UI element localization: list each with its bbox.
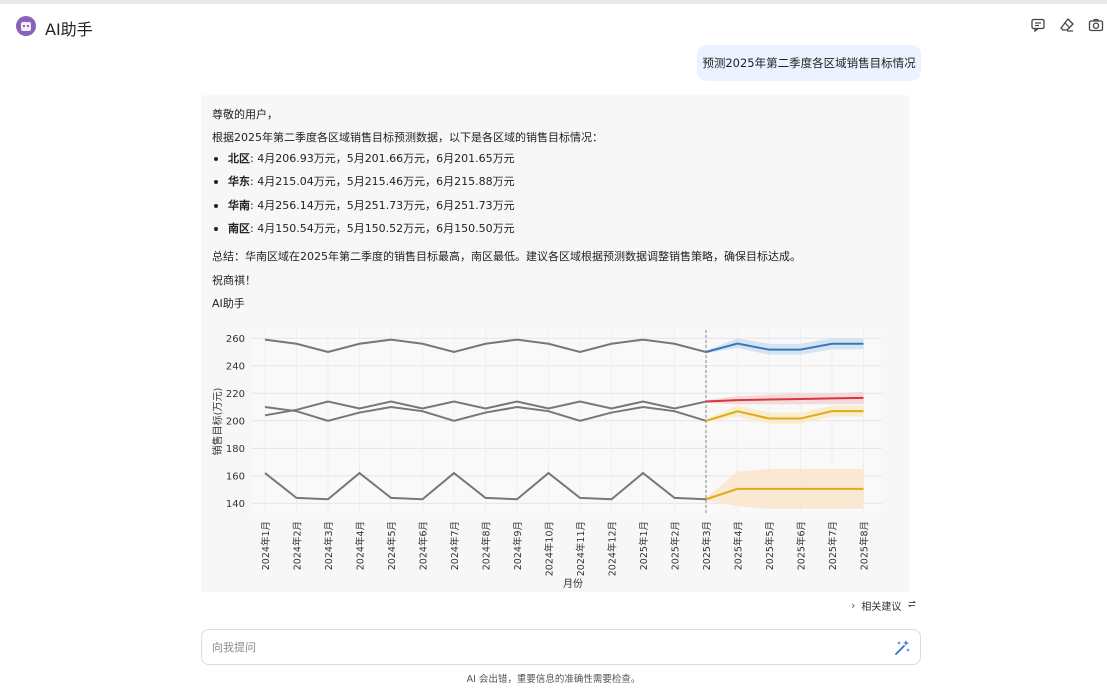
- forecast-series-line: [705, 396, 864, 403]
- chat-icon[interactable]: [1029, 16, 1047, 34]
- forecast-confidence-band: [706, 391, 864, 405]
- x-tick-label: 2024年2月: [292, 521, 304, 570]
- magic-wand-icon[interactable]: [892, 638, 912, 658]
- region-list: 北区: 4月206.93万元，5月201.66万元，6月201.65万元 华东:…: [212, 151, 515, 244]
- x-axis-label: 月份: [563, 578, 583, 590]
- y-tick-label: 160: [226, 471, 245, 482]
- answer-intro: 根据2025年第二季度各区域销售目标预测数据，以下是各区域的销售目标情况：: [212, 131, 603, 144]
- historical-series-line: [264, 471, 707, 501]
- region-detail: : 4月150.54万元，5月150.52万元，6月150.50万元: [250, 221, 515, 235]
- forecast-series-line: [705, 342, 864, 353]
- x-tick-label: 2024年3月: [323, 521, 335, 570]
- x-tick-label: 2024年6月: [418, 521, 430, 570]
- list-item: 华东: 4月215.04万元，5月215.46万元，6月215.88万元: [212, 174, 515, 197]
- historical-series-line: [264, 400, 707, 417]
- y-tick-label: 180: [226, 444, 245, 455]
- refresh-icon: [907, 599, 917, 612]
- chart-svg: 140 160 180 200 220 240 260 销售目标(万元) 2024年1月 2024…: [211, 330, 882, 590]
- chevron-right-icon: ›: [851, 599, 856, 612]
- region-detail: : 4月256.14万元，5月251.73万元，6月251.73万元: [250, 198, 515, 212]
- sales-forecast-chart: 140 160 180 200 220 240 260 销售目标(万元) 2024年1月 2024…: [201, 325, 910, 592]
- region-name: 南区: [228, 221, 250, 235]
- answer-greeting: 尊敬的用户，: [212, 108, 278, 121]
- x-tick-label: 2025年2月: [670, 521, 682, 570]
- app-title: AI助手: [45, 20, 93, 39]
- region-name: 北区: [228, 152, 250, 165]
- user-message-bubble: 预测2025年第二季度各区域销售目标情况: [697, 45, 921, 81]
- x-tick-label: 2024年11月: [575, 521, 587, 576]
- answer-closing: 祝商祺！: [212, 274, 256, 287]
- suggestions-label: 相关建议: [861, 602, 902, 613]
- question-input[interactable]: [212, 638, 872, 656]
- region-detail: : 4月215.04万元，5月215.46万元，6月215.88万元: [250, 175, 515, 189]
- assistant-answer-card: 尊敬的用户， 根据2025年第二季度各区域销售目标预测数据，以下是各区域的销售目…: [201, 95, 910, 592]
- y-tick-label: 260: [226, 334, 245, 345]
- region-name: 华东: [228, 175, 250, 189]
- forecast-confidence-band: [706, 405, 864, 424]
- historical-series-line: [264, 338, 707, 354]
- y-tick-label: 220: [226, 389, 245, 400]
- window-top-border: [0, 0, 1107, 4]
- x-tick-label: 2024年5月: [386, 521, 398, 570]
- x-tick-label: 2024年1月: [260, 521, 272, 570]
- x-tick-label: 2025年6月: [796, 521, 808, 570]
- list-item: 北区: 4月206.93万元，5月201.66万元，6月201.65万元: [212, 151, 515, 174]
- x-tick-label: 2024年4月: [355, 521, 367, 570]
- app-header: AI助手: [0, 4, 1107, 46]
- region-detail: : 4月206.93万元，5月201.66万元，6月201.65万元: [250, 152, 515, 165]
- x-tick-label: 2024年9月: [512, 521, 524, 570]
- x-tick-label: 2024年10月: [544, 521, 556, 576]
- camera-icon[interactable]: [1087, 16, 1105, 34]
- related-suggestions-button[interactable]: › 相关建议: [851, 598, 917, 613]
- historical-series-line: [264, 406, 707, 422]
- eraser-icon[interactable]: [1058, 16, 1076, 34]
- x-tick-label: 2025年3月: [701, 521, 713, 570]
- list-item: 华南: 4月256.14万元，5月251.73万元，6月251.73万元: [212, 198, 515, 221]
- x-tick-label: 2025年7月: [827, 521, 839, 570]
- footer-disclaimer: AI 会出错，重要信息的准确性需要检查。: [466, 674, 641, 685]
- y-tick-label: 140: [226, 499, 245, 510]
- chat-input-box[interactable]: [201, 629, 921, 665]
- forecast-series-line: [705, 487, 864, 501]
- forecast-series-line: [705, 410, 864, 422]
- answer-signature: AI助手: [212, 297, 245, 310]
- app-logo-icon: [16, 16, 36, 36]
- y-tick-label: 200: [226, 416, 245, 427]
- region-name: 华南: [228, 198, 250, 212]
- x-tick-label: 2025年5月: [764, 521, 776, 570]
- x-tick-label: 2025年8月: [859, 521, 871, 570]
- x-tick-label: 2025年4月: [733, 521, 745, 570]
- x-tick-label: 2024年7月: [449, 521, 461, 570]
- x-tick-label: 2024年12月: [607, 521, 619, 576]
- y-tick-label: 240: [226, 361, 245, 372]
- answer-summary: 总结：华南区域在2025年第二季度的销售目标最高，南区最低。建议各区域根据预测数…: [212, 250, 801, 263]
- x-tick-label: 2025年1月: [638, 521, 650, 570]
- list-item: 南区: 4月150.54万元，5月150.52万元，6月150.50万元: [212, 221, 515, 244]
- y-axis-label: 销售目标(万元): [211, 388, 224, 456]
- x-tick-label: 2024年8月: [481, 521, 493, 570]
